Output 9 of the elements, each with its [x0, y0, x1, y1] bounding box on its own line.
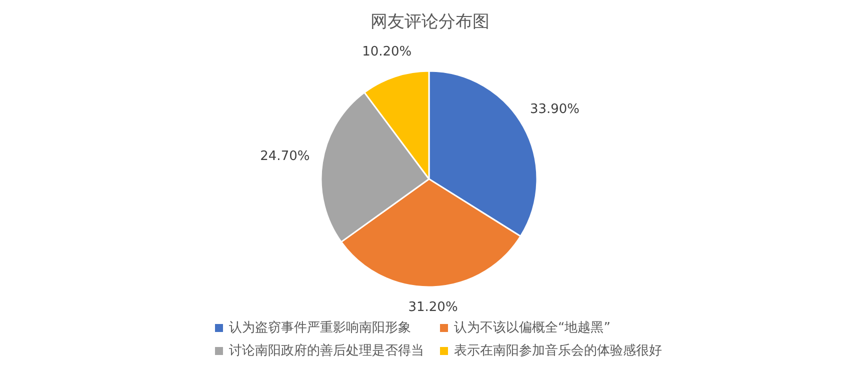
data-label: 33.90% [530, 102, 580, 117]
data-label: 31.20% [408, 300, 458, 315]
legend-label: 认为不该以偏概全“地越黑” [454, 320, 610, 336]
legend-label: 认为盗窃事件严重影响南阳形象 [229, 320, 411, 336]
data-label: 24.70% [260, 149, 310, 164]
legend-label: 表示在南阳参加音乐会的体验感很好 [454, 344, 662, 358]
data-label: 10.20% [362, 44, 412, 60]
chart-title: 网友评论分布图 [370, 12, 490, 32]
legend-label: 讨论南阳政府的善后处理是否得当 [229, 342, 424, 358]
